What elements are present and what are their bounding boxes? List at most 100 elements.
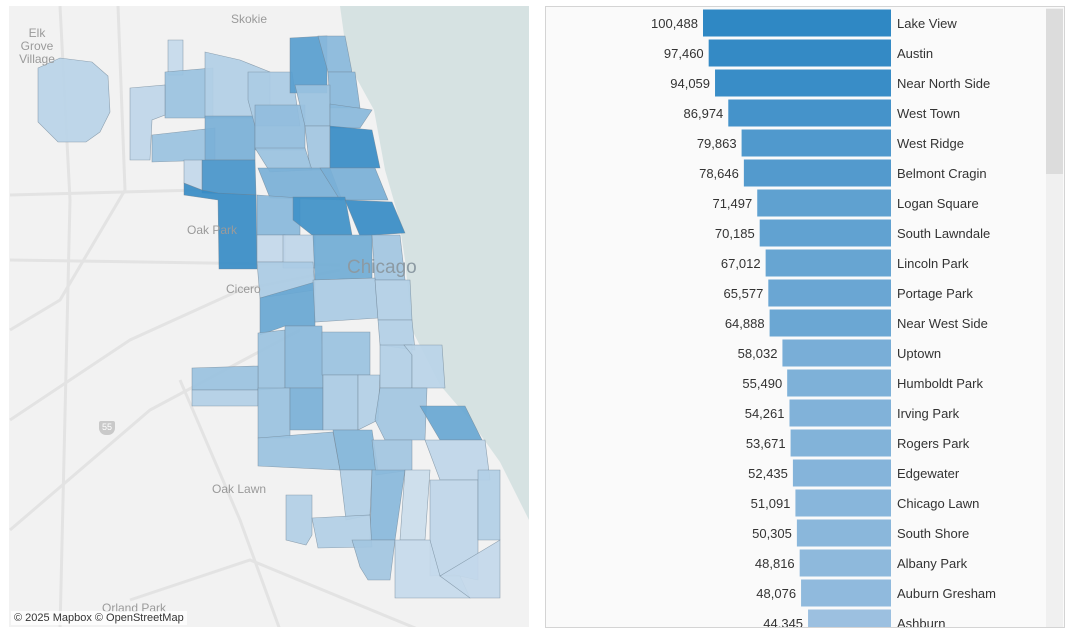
bar[interactable] <box>795 489 891 517</box>
neighborhood-area[interactable] <box>403 344 446 389</box>
bar-row[interactable]: 78,646 Belmont Cragin <box>699 159 987 187</box>
bar-row[interactable]: 71,497 Logan Square <box>712 189 979 217</box>
neighborhood-area[interactable] <box>285 494 313 546</box>
category-label[interactable]: Lincoln Park <box>897 256 969 271</box>
bar[interactable] <box>768 279 891 307</box>
category-label[interactable]: Portage Park <box>897 286 973 301</box>
neighborhood-area[interactable] <box>201 159 257 196</box>
bar[interactable] <box>708 39 891 67</box>
bar-row[interactable]: 94,059 Near North Side <box>670 69 990 97</box>
neighborhood-area[interactable] <box>284 325 324 389</box>
neighborhood-area[interactable] <box>292 196 353 236</box>
bar[interactable] <box>799 549 891 577</box>
category-label[interactable]: Chicago Lawn <box>897 496 979 511</box>
bar-row[interactable]: 86,974 West Town <box>684 99 961 127</box>
neighborhood-area[interactable] <box>369 469 406 541</box>
neighborhood-area[interactable] <box>319 167 389 201</box>
bar[interactable] <box>743 159 891 187</box>
neighborhood-area[interactable] <box>344 199 406 237</box>
bar[interactable] <box>741 129 891 157</box>
neighborhood-area[interactable] <box>183 159 203 191</box>
category-label[interactable]: Ashburn <box>897 616 945 627</box>
bar[interactable] <box>808 609 891 628</box>
bar[interactable] <box>715 69 891 97</box>
category-label[interactable]: Lake View <box>897 16 957 31</box>
bar-row[interactable]: 64,888 Near West Side <box>725 309 988 337</box>
bar[interactable] <box>782 339 891 367</box>
bar[interactable] <box>703 9 891 37</box>
neighborhood-area[interactable] <box>351 539 396 581</box>
neighborhood-area[interactable] <box>439 539 501 599</box>
bar-row[interactable]: 52,435 Edgewater <box>748 459 960 487</box>
neighborhood-area[interactable] <box>374 387 428 441</box>
bar-row[interactable]: 44,345 Ashburn <box>763 609 945 628</box>
category-label[interactable]: Auburn Gresham <box>897 586 996 601</box>
bar[interactable] <box>769 309 891 337</box>
bar[interactable] <box>757 189 891 217</box>
bar[interactable] <box>796 519 891 547</box>
category-label[interactable]: South Shore <box>897 526 969 541</box>
category-label[interactable]: Edgewater <box>897 466 960 481</box>
bar-row[interactable]: 65,577 Portage Park <box>724 279 974 307</box>
neighborhood-area[interactable] <box>399 469 431 541</box>
neighborhood-area[interactable] <box>257 329 286 391</box>
neighborhood-area[interactable] <box>329 125 381 169</box>
category-label[interactable]: Irving Park <box>897 406 960 421</box>
bar-row[interactable]: 70,185 South Lawndale <box>715 219 990 247</box>
category-label[interactable]: Logan Square <box>897 196 979 211</box>
map-canvas[interactable] <box>9 6 529 627</box>
bar-row[interactable]: 50,305 South Shore <box>752 519 969 547</box>
neighborhood-area[interactable] <box>191 389 259 407</box>
category-label[interactable]: Humboldt Park <box>897 376 983 391</box>
neighborhood-area[interactable] <box>339 469 373 521</box>
neighborhood-area[interactable] <box>254 104 306 151</box>
map-attribution[interactable]: © 2025 Mapbox © OpenStreetMap <box>11 611 187 625</box>
bar[interactable] <box>787 369 891 397</box>
neighborhood-area[interactable] <box>329 103 373 129</box>
bar-row[interactable]: 48,076 Auburn Gresham <box>756 579 996 607</box>
bar-row[interactable]: 79,863 West Ridge <box>697 129 964 157</box>
bar-row[interactable]: 51,091 Chicago Lawn <box>751 489 980 517</box>
category-label[interactable]: Belmont Cragin <box>897 166 987 181</box>
bar[interactable] <box>759 219 891 247</box>
neighborhood-area[interactable] <box>322 374 359 431</box>
category-label[interactable]: Near West Side <box>897 316 988 331</box>
neighborhood-area[interactable] <box>256 234 286 263</box>
neighborhood-area[interactable] <box>379 344 413 389</box>
neighborhood-area[interactable] <box>477 469 501 541</box>
category-label[interactable]: Albany Park <box>897 556 968 571</box>
category-label[interactable]: West Ridge <box>897 136 964 151</box>
neighborhood-area[interactable] <box>191 365 259 391</box>
bar-row[interactable]: 54,261 Irving Park <box>745 399 960 427</box>
neighborhood-area[interactable] <box>204 115 256 161</box>
bar-row[interactable]: 97,460 Austin <box>664 39 933 67</box>
neighborhood-area[interactable] <box>289 387 324 431</box>
category-label[interactable]: Near North Side <box>897 76 990 91</box>
category-label[interactable]: West Town <box>897 106 960 121</box>
category-label[interactable]: Uptown <box>897 346 941 361</box>
bar-row[interactable]: 55,490 Humboldt Park <box>742 369 983 397</box>
neighborhood-area[interactable] <box>257 431 341 471</box>
bar-row[interactable]: 53,671 Rogers Park <box>746 429 970 457</box>
bar[interactable] <box>728 99 891 127</box>
bar[interactable] <box>792 459 891 487</box>
neighborhood-area[interactable] <box>321 331 371 376</box>
neighborhood-area[interactable] <box>129 84 166 161</box>
bar[interactable] <box>765 249 891 277</box>
neighborhood-area[interactable] <box>183 182 258 270</box>
neighborhood-area[interactable] <box>37 57 111 143</box>
neighborhood-area[interactable] <box>167 39 184 76</box>
category-label[interactable]: Rogers Park <box>897 436 970 451</box>
scrollbar-thumb[interactable] <box>1046 9 1063 174</box>
neighborhood-area[interactable] <box>257 387 291 439</box>
neighborhood-area[interactable] <box>312 277 379 323</box>
bar-row[interactable]: 58,032 Uptown <box>738 339 941 367</box>
category-label[interactable]: Austin <box>897 46 933 61</box>
bar[interactable] <box>790 429 891 457</box>
bar[interactable] <box>801 579 891 607</box>
neighborhood-area[interactable] <box>374 279 413 321</box>
neighborhood-area[interactable] <box>327 71 361 109</box>
bar-row[interactable]: 100,488 Lake View <box>651 9 957 37</box>
bar-row[interactable]: 48,816 Albany Park <box>755 549 968 577</box>
choropleth-map[interactable]: Skokie Elk Grove Village Oak Park Cicero… <box>9 6 529 627</box>
